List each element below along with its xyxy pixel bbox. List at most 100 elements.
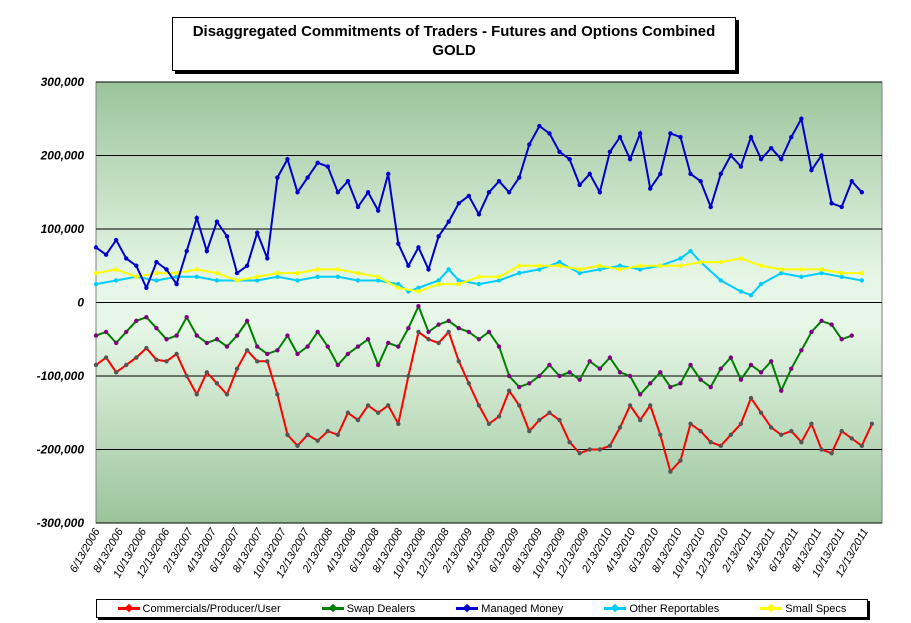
series-point	[103, 329, 109, 335]
series-point	[859, 278, 865, 283]
series-point	[355, 204, 361, 210]
series-point	[708, 204, 713, 210]
series-point	[476, 337, 482, 342]
series-point	[607, 355, 613, 360]
series-point	[849, 179, 854, 184]
series-point	[134, 263, 139, 268]
series-point	[285, 432, 290, 437]
series-point	[496, 278, 502, 283]
legend-item: Other Reportables	[604, 603, 719, 615]
series-point	[597, 263, 603, 268]
series-point	[345, 179, 351, 184]
series-point	[426, 329, 431, 335]
series-point	[839, 274, 844, 279]
series-point	[93, 270, 99, 276]
series-point	[325, 344, 330, 349]
series-point	[396, 281, 401, 287]
series-point	[476, 403, 482, 408]
series-point	[819, 447, 824, 452]
series-point	[335, 190, 341, 195]
series-point	[869, 421, 875, 426]
series-point	[295, 190, 300, 195]
series-point	[214, 219, 220, 224]
series-point	[718, 366, 723, 371]
series-point	[144, 285, 149, 290]
legend-label: Commercials/Producer/User	[142, 602, 281, 615]
series-point	[204, 370, 210, 375]
legend-swatch	[456, 607, 479, 610]
series-point	[506, 388, 512, 393]
series-point	[194, 392, 199, 397]
series-point	[567, 156, 572, 162]
series-point	[335, 432, 341, 437]
series-point	[627, 156, 633, 162]
series-point	[748, 362, 754, 368]
series-point	[345, 351, 351, 357]
series-point	[688, 171, 693, 177]
series-point	[547, 362, 552, 368]
series-point	[315, 160, 320, 166]
series-point	[637, 417, 643, 423]
series-point	[144, 315, 149, 320]
series-point	[113, 267, 119, 272]
series-point	[93, 333, 99, 338]
series-point	[758, 281, 764, 287]
series-point	[567, 439, 572, 445]
legend-item: Commercials/Producer/User	[117, 602, 281, 615]
series-point	[617, 263, 623, 268]
series-point	[265, 359, 270, 364]
series-point	[789, 134, 794, 140]
series-point	[446, 329, 451, 335]
series-point	[426, 337, 431, 342]
series-point	[275, 270, 280, 276]
chart-subtitle: GOLD	[432, 42, 476, 59]
series-point	[517, 263, 522, 268]
series-point	[648, 381, 653, 386]
series-point	[557, 373, 562, 379]
series-point	[174, 281, 179, 287]
series-point	[607, 149, 613, 155]
x-axis-ticks: 6/13/20068/13/200610/13/200612/13/20062/…	[68, 526, 871, 580]
y-axis-ticks: 300,000 200,000 100,000 0 -100,000 -200,000 -3…	[37, 75, 85, 530]
series-point	[386, 403, 391, 408]
series-point	[234, 278, 240, 283]
series-point	[506, 373, 512, 379]
series-point	[567, 370, 572, 375]
series-point	[486, 421, 492, 426]
series-point	[426, 267, 431, 272]
series-point	[829, 450, 834, 456]
series-point	[456, 201, 461, 206]
series-point	[587, 447, 592, 452]
series-point	[496, 344, 502, 349]
series-point	[406, 263, 411, 268]
series-point	[265, 351, 270, 357]
y-tick-label: 0	[77, 296, 84, 310]
series-point	[315, 329, 320, 335]
series-point	[547, 410, 552, 415]
series-point	[557, 259, 562, 265]
series-point	[668, 384, 673, 390]
series-point	[355, 270, 361, 276]
series-point	[456, 326, 461, 331]
series-point	[698, 377, 703, 382]
series-point	[517, 403, 522, 408]
series-point	[275, 392, 280, 397]
series-point	[255, 278, 260, 283]
series-point	[668, 131, 673, 136]
series-point	[93, 245, 99, 250]
series-point	[325, 428, 330, 434]
series-point	[547, 131, 552, 136]
series-point	[144, 345, 149, 351]
series-point	[859, 270, 865, 276]
series-point	[678, 458, 683, 463]
series-point	[617, 267, 623, 272]
series-point	[113, 370, 119, 375]
series-point	[718, 278, 723, 283]
series-point	[537, 267, 542, 272]
series-point	[799, 267, 804, 272]
series-point	[718, 171, 723, 177]
series-point	[738, 256, 744, 261]
series-point	[265, 256, 270, 261]
series-point	[345, 410, 351, 415]
series-point	[456, 278, 461, 283]
